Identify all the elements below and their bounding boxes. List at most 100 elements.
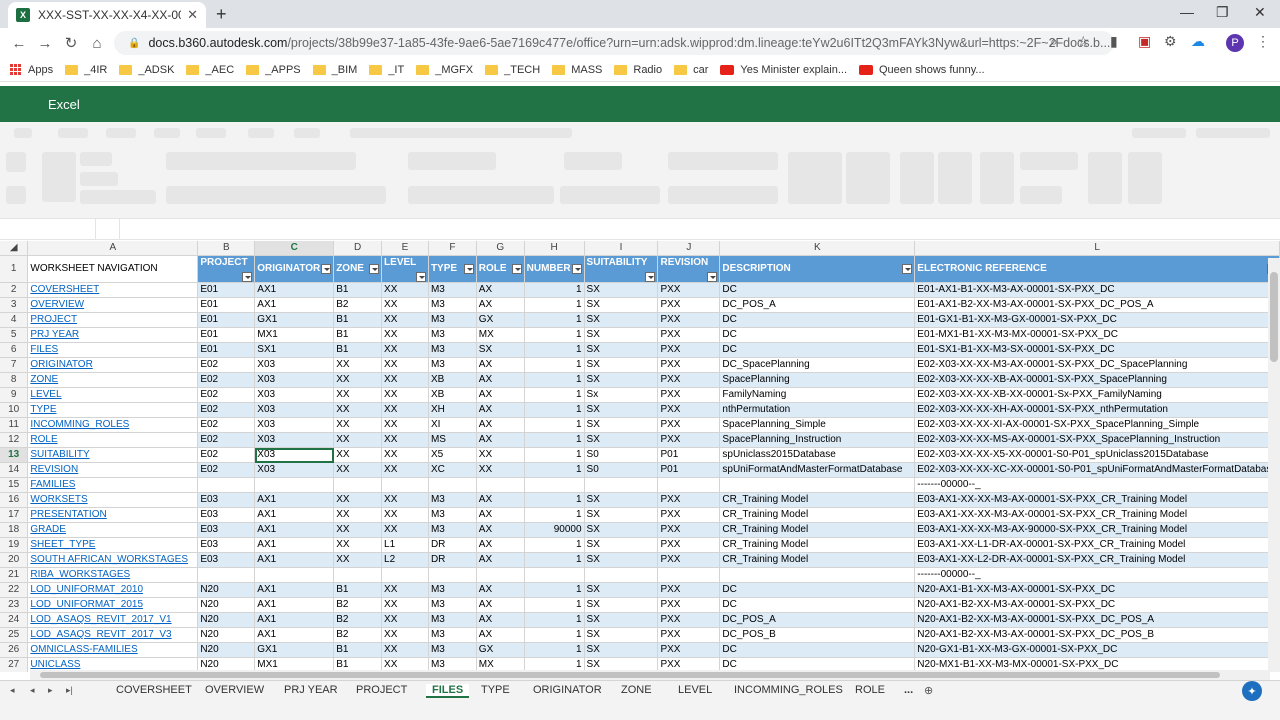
table-cell[interactable]: AX: [476, 597, 525, 613]
sheet-tab[interactable]: TYPE: [481, 684, 510, 696]
bookmark-youtube[interactable]: Queen shows funny...: [859, 64, 985, 76]
navigation-link[interactable]: LEVEL: [27, 387, 199, 403]
table-header-cell[interactable]: PROJECT: [197, 255, 256, 283]
table-cell[interactable]: E02: [197, 387, 256, 403]
table-cell[interactable]: E02: [197, 372, 256, 388]
table-cell[interactable]: E02: [197, 357, 256, 373]
table-cell[interactable]: PXX: [657, 282, 721, 298]
table-cell[interactable]: GX1: [254, 312, 335, 328]
column-header[interactable]: G: [476, 241, 525, 256]
table-cell[interactable]: E02: [197, 447, 256, 463]
table-cell[interactable]: E01-SX1-B1-XX-M3-SX-00001-SX-PXX_DC: [914, 342, 1280, 358]
table-cell[interactable]: PXX: [657, 612, 721, 628]
table-cell[interactable]: AX1: [254, 507, 335, 523]
table-cell[interactable]: SX: [584, 507, 659, 523]
table-cell[interactable]: [428, 567, 477, 583]
table-cell[interactable]: XX: [381, 582, 429, 598]
row-header[interactable]: 15: [0, 477, 29, 493]
filter-dropdown-icon[interactable]: [242, 272, 253, 282]
bookmark-folder[interactable]: _BIM: [312, 64, 357, 76]
bookmark-star-icon[interactable]: ☆: [1077, 33, 1090, 49]
table-cell[interactable]: E02: [197, 432, 256, 448]
table-cell[interactable]: PXX: [657, 312, 721, 328]
table-cell[interactable]: DC: [719, 342, 916, 358]
table-cell[interactable]: XX: [381, 312, 429, 328]
table-cell[interactable]: DC_POS_A: [719, 297, 916, 313]
table-cell[interactable]: XX: [381, 357, 429, 373]
back-icon[interactable]: ←: [11, 34, 27, 52]
navigation-link[interactable]: OMNICLASS-FAMILIES: [27, 642, 199, 658]
sheet-tab[interactable]: ROLE: [855, 684, 885, 696]
table-cell[interactable]: CR_Training Model: [719, 552, 916, 568]
table-cell[interactable]: M3: [428, 597, 477, 613]
navigation-link[interactable]: LOD_ASAQS_REVIT_2017_V1: [27, 612, 199, 628]
menu-icon[interactable]: ⋮: [1256, 33, 1270, 49]
table-cell[interactable]: P01: [657, 447, 721, 463]
navigation-link[interactable]: LOD_UNIFORMAT_2015: [27, 597, 199, 613]
table-cell[interactable]: X03: [254, 462, 335, 478]
next-sheet-icon[interactable]: ▸: [48, 685, 53, 695]
table-cell[interactable]: X03: [254, 372, 335, 388]
table-cell[interactable]: M3: [428, 297, 477, 313]
table-cell[interactable]: [524, 567, 585, 583]
table-cell[interactable]: AX: [476, 282, 525, 298]
table-cell[interactable]: [657, 567, 721, 583]
table-cell[interactable]: N20: [197, 612, 256, 628]
table-cell[interactable]: 1: [524, 552, 585, 568]
table-cell[interactable]: PXX: [657, 642, 721, 658]
table-cell[interactable]: [657, 477, 721, 493]
table-cell[interactable]: 1: [524, 372, 585, 388]
column-header[interactable]: C: [254, 241, 335, 256]
table-cell[interactable]: PXX: [657, 402, 721, 418]
table-cell[interactable]: XX: [381, 342, 429, 358]
table-cell[interactable]: SpacePlanning_Instruction: [719, 432, 916, 448]
formula-bar[interactable]: [0, 218, 1280, 240]
table-cell[interactable]: [197, 567, 256, 583]
table-cell[interactable]: XX: [381, 522, 429, 538]
column-header[interactable]: D: [333, 241, 383, 256]
table-cell[interactable]: XX: [381, 387, 429, 403]
table-cell[interactable]: PXX: [657, 417, 721, 433]
table-cell[interactable]: [584, 477, 659, 493]
table-cell[interactable]: DC_POS_B: [719, 627, 916, 643]
table-cell[interactable]: E01-GX1-B1-XX-M3-GX-00001-SX-PXX_DC: [914, 312, 1280, 328]
table-cell[interactable]: XX: [333, 537, 383, 553]
table-cell[interactable]: AX: [476, 537, 525, 553]
table-cell[interactable]: XB: [428, 372, 477, 388]
table-cell[interactable]: SX: [584, 282, 659, 298]
table-cell[interactable]: M3: [428, 342, 477, 358]
navigation-link[interactable]: INCOMMING_ROLES: [27, 417, 199, 433]
table-cell[interactable]: SX: [584, 582, 659, 598]
table-cell[interactable]: AX1: [254, 612, 335, 628]
table-cell[interactable]: E01: [197, 282, 256, 298]
table-cell[interactable]: X5: [428, 447, 477, 463]
row-header[interactable]: 17: [0, 507, 29, 523]
table-cell[interactable]: X03: [254, 387, 335, 403]
navigation-link[interactable]: ZONE: [27, 372, 199, 388]
table-cell[interactable]: E01: [197, 312, 256, 328]
table-cell[interactable]: AX: [476, 582, 525, 598]
row-header[interactable]: 27: [0, 657, 29, 672]
table-cell[interactable]: XX: [333, 552, 383, 568]
table-cell[interactable]: XX: [381, 282, 429, 298]
table-cell[interactable]: XX: [333, 387, 383, 403]
table-cell[interactable]: -------00000--_: [914, 567, 1280, 583]
table-header-cell[interactable]: LEVEL: [381, 255, 429, 283]
table-cell[interactable]: XX: [381, 417, 429, 433]
table-cell[interactable]: E02: [197, 402, 256, 418]
table-cell[interactable]: 1: [524, 387, 585, 403]
table-cell[interactable]: AX: [476, 297, 525, 313]
row-header[interactable]: 2: [0, 282, 29, 298]
table-cell[interactable]: XX: [333, 357, 383, 373]
table-cell[interactable]: XX: [333, 372, 383, 388]
table-cell[interactable]: 90000: [524, 522, 585, 538]
table-cell[interactable]: M3: [428, 627, 477, 643]
navigation-link[interactable]: WORKSETS: [27, 492, 199, 508]
table-cell[interactable]: CR_Training Model: [719, 537, 916, 553]
table-cell[interactable]: M3: [428, 612, 477, 628]
forward-icon[interactable]: →: [37, 34, 53, 52]
table-cell[interactable]: AX1: [254, 582, 335, 598]
row-header[interactable]: 1: [0, 255, 29, 283]
table-cell[interactable]: PXX: [657, 357, 721, 373]
table-cell[interactable]: [381, 567, 429, 583]
